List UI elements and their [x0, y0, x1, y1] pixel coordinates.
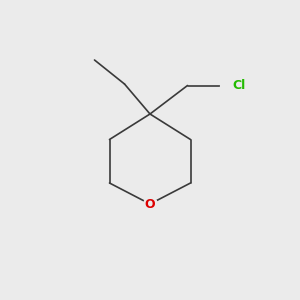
Text: Cl: Cl: [232, 79, 246, 92]
Text: O: O: [145, 197, 155, 211]
